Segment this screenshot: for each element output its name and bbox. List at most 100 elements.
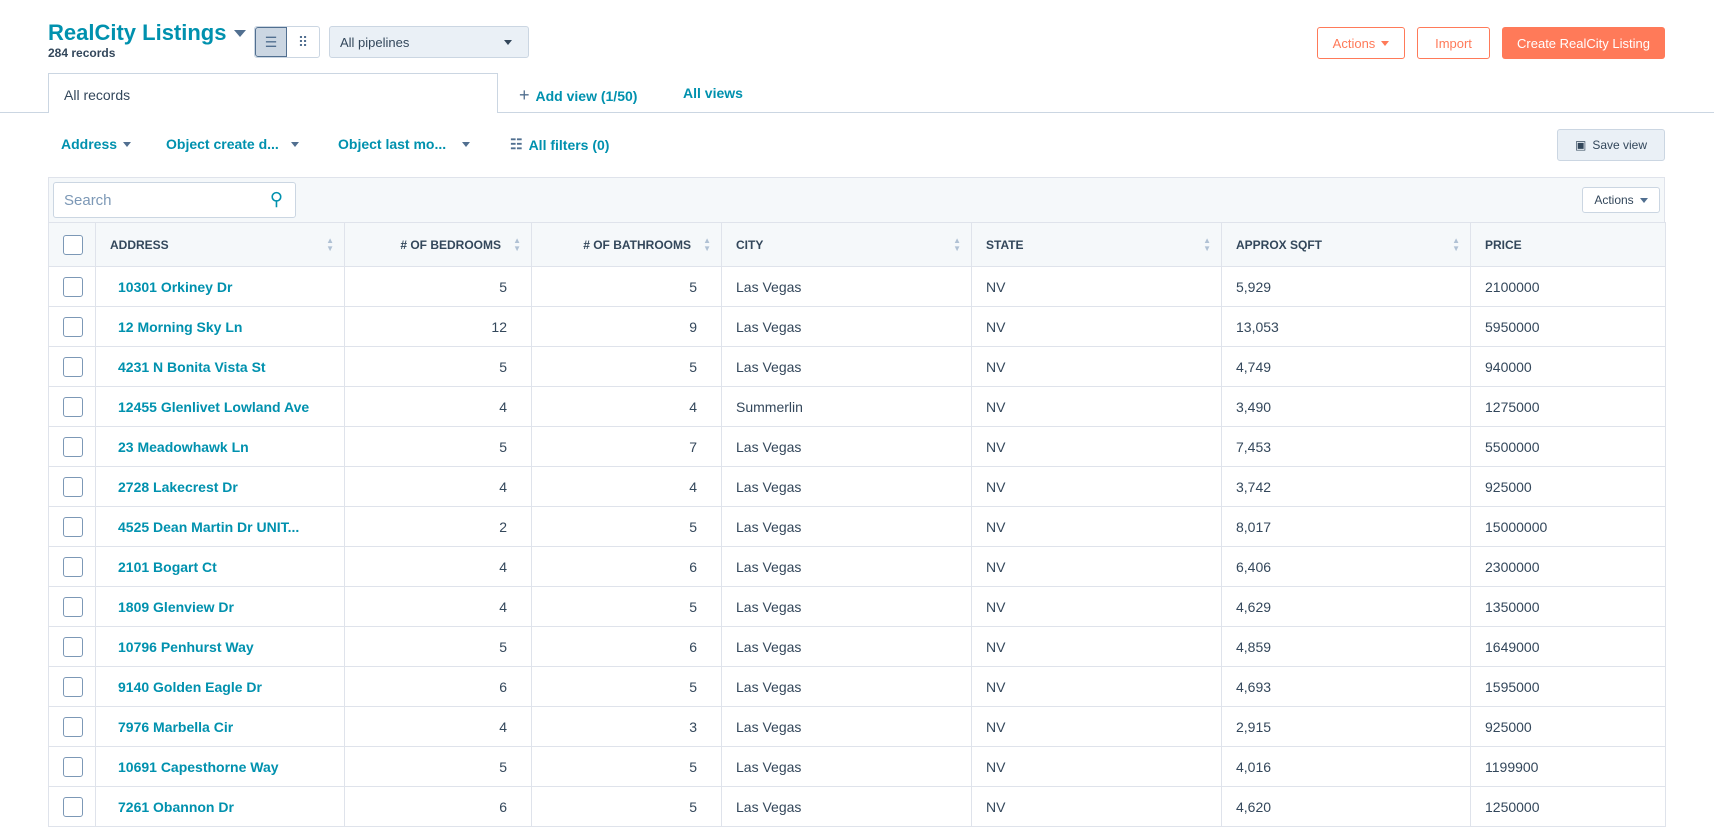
table-cell: 1649000 xyxy=(1470,626,1666,667)
row-checkbox[interactable] xyxy=(63,676,83,697)
filter-address[interactable]: Address xyxy=(61,136,132,152)
board-view-icon[interactable]: ⠿ xyxy=(297,33,309,50)
table-cell: 4,620 xyxy=(1221,786,1471,827)
address-link[interactable]: 10796 Penhurst Way xyxy=(95,626,345,667)
row-checkbox[interactable] xyxy=(63,356,83,377)
address-link[interactable]: 10301 Orkiney Dr xyxy=(95,266,345,307)
select-all-checkbox[interactable] xyxy=(63,234,83,255)
address-link[interactable]: 7976 Marbella Cir xyxy=(95,706,345,747)
search-input[interactable]: Search ⚲ xyxy=(53,182,296,218)
row-checkbox[interactable] xyxy=(63,476,83,497)
row-select-cell xyxy=(48,506,96,547)
table-cell: Las Vegas xyxy=(721,426,972,467)
search-icon[interactable]: ⚲ xyxy=(269,189,283,209)
create-listing-button[interactable]: Create RealCity Listing xyxy=(1502,27,1665,59)
table-row: 7976 Marbella Cir 4 3 Las Vegas NV 2,915 92500… xyxy=(48,706,1666,747)
row-select-cell xyxy=(48,666,96,707)
sort-icon[interactable]: ▲ ▼ xyxy=(703,236,711,253)
table-cell: 4,749 xyxy=(1221,346,1471,387)
table-cell: 8,017 xyxy=(1221,506,1471,547)
address-link[interactable]: 2728 Lakecrest Dr xyxy=(95,466,345,507)
row-checkbox[interactable] xyxy=(63,716,83,737)
address-link[interactable]: 12 Morning Sky Ln xyxy=(95,306,345,347)
object-selector[interactable]: RealCity Listings xyxy=(48,20,247,46)
table-cell: 4,016 xyxy=(1221,746,1471,787)
column-header[interactable]: PRICE xyxy=(1470,222,1666,267)
row-checkbox[interactable] xyxy=(63,276,83,297)
table-cell: Las Vegas xyxy=(721,746,972,787)
row-select-cell xyxy=(48,466,96,507)
table-cell: 7,453 xyxy=(1221,426,1471,467)
all-filters-button[interactable]: ☷ All filters (0) xyxy=(510,136,609,153)
column-header[interactable]: CITY ▲ ▼ xyxy=(721,222,972,267)
chevron-down-icon xyxy=(504,40,512,45)
table-cell: NV xyxy=(971,586,1222,627)
table-cell: 4 xyxy=(531,466,722,507)
filter-last-modified[interactable]: Object last mo... xyxy=(338,136,471,152)
add-view-button[interactable]: + Add view (1/50) xyxy=(519,85,637,106)
table-cell: 15000000 xyxy=(1470,506,1666,547)
address-link[interactable]: 2101 Bogart Ct xyxy=(95,546,345,587)
address-link[interactable]: 4231 N Bonita Vista St xyxy=(95,346,345,387)
table-cell: 5 xyxy=(531,266,722,307)
table-cell: 4 xyxy=(531,386,722,427)
table-cell: NV xyxy=(971,426,1222,467)
row-checkbox[interactable] xyxy=(63,596,83,617)
row-select-cell xyxy=(48,786,96,827)
address-link[interactable]: 23 Meadowhawk Ln xyxy=(95,426,345,467)
sort-icon[interactable]: ▲ ▼ xyxy=(1203,236,1211,253)
table-cell: 7 xyxy=(531,426,722,467)
view-toggle: ☰ ⠿ xyxy=(254,26,320,58)
row-select-cell xyxy=(48,306,96,347)
table-cell: 6,406 xyxy=(1221,546,1471,587)
row-checkbox[interactable] xyxy=(63,516,83,537)
address-link[interactable]: 1809 Glenview Dr xyxy=(95,586,345,627)
column-header[interactable]: # OF BEDROOMS ▲ ▼ xyxy=(344,222,532,267)
save-view-button[interactable]: ▣ Save view xyxy=(1557,129,1665,161)
table-cell: 5 xyxy=(344,746,532,787)
address-link[interactable]: 7261 Obannon Dr xyxy=(95,786,345,827)
sort-icon[interactable]: ▲ ▼ xyxy=(953,236,961,253)
address-link[interactable]: 4525 Dean Martin Dr UNIT... xyxy=(95,506,345,547)
row-checkbox[interactable] xyxy=(63,796,83,817)
table-cell: 1595000 xyxy=(1470,666,1666,707)
list-view-icon[interactable]: ☰ xyxy=(255,27,287,57)
row-checkbox[interactable] xyxy=(63,316,83,337)
table-actions-button[interactable]: Actions xyxy=(1582,187,1660,213)
address-link[interactable]: 10691 Capesthorne Way xyxy=(95,746,345,787)
row-checkbox[interactable] xyxy=(63,396,83,417)
row-checkbox[interactable] xyxy=(63,636,83,657)
tab-all-records[interactable]: All records xyxy=(48,73,498,113)
table-cell: 3 xyxy=(531,706,722,747)
column-header[interactable]: APPROX SQFT ▲ ▼ xyxy=(1221,222,1471,267)
sort-icon[interactable]: ▲ ▼ xyxy=(1452,236,1460,253)
table-cell: 6 xyxy=(344,666,532,707)
table-cell: 13,053 xyxy=(1221,306,1471,347)
table-cell: Las Vegas xyxy=(721,666,972,707)
pipeline-select[interactable]: All pipelines xyxy=(329,26,529,58)
column-header-label: PRICE xyxy=(1485,237,1522,252)
row-checkbox[interactable] xyxy=(63,436,83,457)
column-header-label: # OF BATHROOMS xyxy=(583,237,691,252)
sort-icon[interactable]: ▲ ▼ xyxy=(513,236,521,253)
filter-create-date[interactable]: Object create d... xyxy=(166,136,299,152)
column-header[interactable]: STATE ▲ ▼ xyxy=(971,222,1222,267)
row-checkbox[interactable] xyxy=(63,756,83,777)
table-cell: 3,742 xyxy=(1221,466,1471,507)
table-cell: NV xyxy=(971,746,1222,787)
column-header-label: ADDRESS xyxy=(110,237,169,252)
all-views-link[interactable]: All views xyxy=(683,85,743,101)
address-link[interactable]: 9140 Golden Eagle Dr xyxy=(95,666,345,707)
table-cell: 1199900 xyxy=(1470,746,1666,787)
column-header[interactable]: ADDRESS ▲ ▼ xyxy=(95,222,345,267)
table-cell: Las Vegas xyxy=(721,506,972,547)
column-header[interactable]: # OF BATHROOMS ▲ ▼ xyxy=(531,222,722,267)
import-button[interactable]: Import xyxy=(1417,27,1490,59)
address-link[interactable]: 12455 Glenlivet Lowland Ave xyxy=(95,386,345,427)
sort-icon[interactable]: ▲ ▼ xyxy=(326,236,334,253)
table-cell: 6 xyxy=(344,786,532,827)
table-cell: 925000 xyxy=(1470,706,1666,747)
actions-button[interactable]: Actions xyxy=(1317,27,1405,59)
row-checkbox[interactable] xyxy=(63,556,83,577)
row-select-cell xyxy=(48,346,96,387)
